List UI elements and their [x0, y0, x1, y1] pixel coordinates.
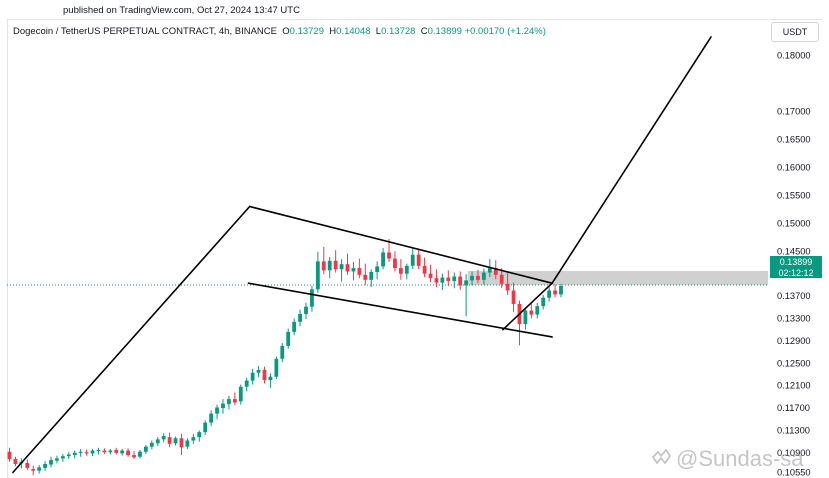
tradingview-watermark-icon — [651, 448, 671, 465]
ohlc-low: L0.13728 — [375, 26, 416, 37]
published-caption: published on TradingView.com, Oct 27, 20… — [63, 5, 300, 16]
ohlc-close: C0.13899 — [420, 26, 462, 37]
ohlc-change: +0.00170 (+1.24%) — [464, 26, 546, 37]
ohlc-high: H0.14048 — [329, 26, 371, 37]
current-price-badge: 0.13899 02:12:12 — [770, 256, 822, 278]
bar-countdown-label: 02:12:12 — [778, 268, 814, 278]
ohlc-open: O0.13729 — [282, 26, 324, 37]
symbol-legend: Dogecoin / TetherUS PERPETUAL CONTRACT, … — [13, 26, 546, 37]
author-watermark: @Sundas-sa — [676, 446, 804, 471]
chart-frame — [7, 19, 822, 478]
currency-selector[interactable]: USDT — [771, 22, 819, 42]
symbol-title[interactable]: Dogecoin / TetherUS PERPETUAL CONTRACT, … — [13, 26, 277, 37]
current-price-label: 0.13899 — [779, 257, 813, 267]
